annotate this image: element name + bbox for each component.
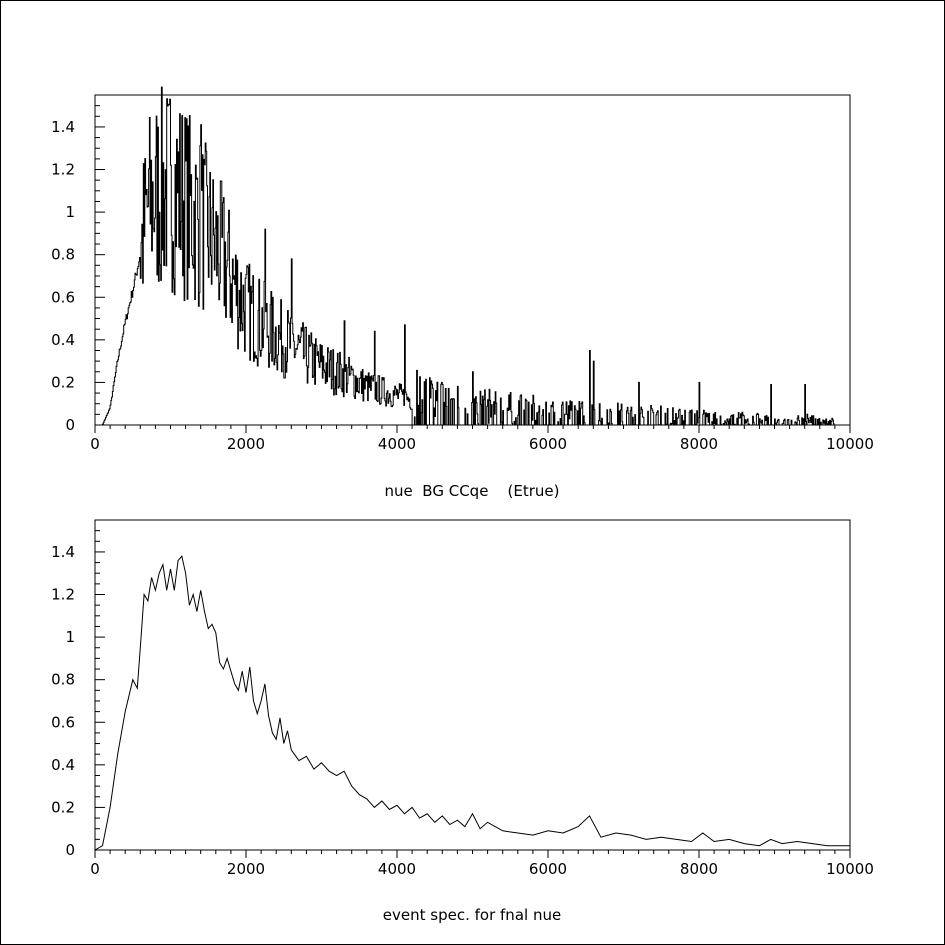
y-tick-label: 1.2 — [51, 586, 75, 604]
x-tick-label: 0 — [90, 435, 100, 453]
x-tick-label: 10000 — [826, 860, 874, 878]
x-tick-label: 6000 — [529, 860, 567, 878]
y-tick-label: 0 — [65, 416, 75, 434]
x-tick-label: 2000 — [227, 435, 265, 453]
series-line — [94, 555, 850, 851]
y-tick-label: 0.8 — [51, 246, 75, 264]
top-chart: nue BG CCqe (Etrue) 0 0.2 0.4 0.6 0.8 1 1.2 1.4… — [51, 86, 874, 500]
x-tick-label: 6000 — [529, 435, 567, 453]
plot-area-frame — [94, 519, 851, 851]
top-chart-x-axis-title: nue BG CCqe (Etrue) — [385, 482, 560, 500]
y-tick-label: 0.4 — [51, 756, 75, 774]
x-tick-label: 4000 — [378, 860, 416, 878]
bottom-chart-x-axis-title: event spec. for fnal nue — [383, 906, 561, 924]
y-tick-label: 0 — [65, 841, 75, 859]
y-tick-label: 1 — [65, 203, 75, 221]
y-tick-label: 1 — [65, 628, 75, 646]
x-tick-label: 8000 — [680, 435, 718, 453]
x-tick-label: 0 — [90, 860, 100, 878]
y-tick-label: 1.2 — [51, 161, 75, 179]
y-tick-label: 0.4 — [51, 331, 75, 349]
series-line — [95, 86, 835, 426]
y-tick-label: 0.2 — [51, 373, 75, 391]
bottom-chart: event spec. for fnal nue 0 0.2 0.4 0.6 0.8 1 1… — [51, 519, 874, 924]
y-tick-label: 0.6 — [51, 713, 75, 731]
x-tick-label: 2000 — [227, 860, 265, 878]
x-tick-label: 8000 — [680, 860, 718, 878]
y-tick-label: 1.4 — [51, 118, 75, 136]
y-tick-label: 0.6 — [51, 288, 75, 306]
y-tick-label: 1.4 — [51, 543, 75, 561]
x-tick-label: 4000 — [378, 435, 416, 453]
y-tick-label: 0.8 — [51, 671, 75, 689]
x-tick-label: 10000 — [826, 435, 874, 453]
y-tick-label: 0.2 — [51, 798, 75, 816]
